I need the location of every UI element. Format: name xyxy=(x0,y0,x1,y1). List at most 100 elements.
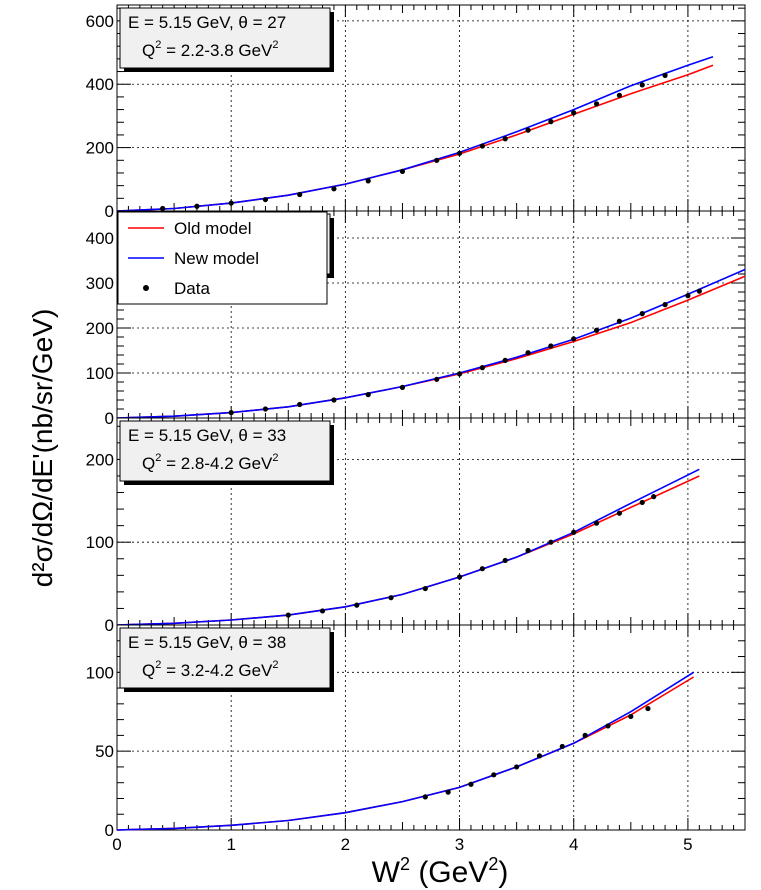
data-point xyxy=(662,72,668,78)
data-point xyxy=(194,203,200,209)
data-point xyxy=(262,196,269,203)
data-point xyxy=(514,764,520,770)
data-point xyxy=(456,371,463,377)
data-point xyxy=(479,365,485,371)
data-point xyxy=(645,705,651,712)
data-point xyxy=(297,401,303,408)
data-point xyxy=(445,789,451,795)
data-point xyxy=(616,510,623,516)
new-model-curve xyxy=(116,55,714,212)
y-tick-label: 200 xyxy=(86,450,114,469)
panel-3: 0 100 200 E = 5.15 GeV, θ = 33 Q2 = 2.8-4.2 … xyxy=(86,417,746,635)
data-point xyxy=(696,288,702,294)
y-tick-label: 100 xyxy=(86,533,114,552)
legend-label-old-model: Old model xyxy=(174,219,251,238)
y-axis-title: d²σ/dΩ/dE'(nb/sr/GeV) xyxy=(27,309,58,588)
data-point xyxy=(399,168,406,174)
data-point xyxy=(228,200,234,206)
data-point xyxy=(285,612,291,618)
data-point xyxy=(456,574,463,580)
new-model-curve xyxy=(116,468,700,626)
data-point xyxy=(502,357,508,363)
panel-4: 0 50 100 0 1 2 3 4 5 E = 5.15 GeV, θ = 38 Q2 = 3.2… xyxy=(86,624,746,854)
y-tick-label: 100 xyxy=(86,364,114,383)
data-point xyxy=(502,136,508,142)
data-point xyxy=(628,713,634,720)
data-point xyxy=(571,336,577,342)
data-point xyxy=(616,318,623,324)
y-tick-label: 300 xyxy=(86,274,114,293)
data-point xyxy=(571,529,577,535)
x-tick-label: 3 xyxy=(455,835,464,854)
y-tick-label: 200 xyxy=(86,319,114,338)
new-model-curve xyxy=(116,671,695,831)
data-point xyxy=(639,82,645,88)
x-tick-label: 0 xyxy=(112,835,121,854)
data-point xyxy=(228,410,234,416)
data-point xyxy=(434,157,440,163)
data-point xyxy=(491,772,497,778)
data-point xyxy=(388,595,394,601)
data-point xyxy=(685,293,691,299)
y-tick-label: 0 xyxy=(105,616,114,635)
data-point xyxy=(662,302,668,308)
label-box xyxy=(119,7,331,69)
y-tick-label: 0 xyxy=(105,202,114,221)
y-tick-label: 100 xyxy=(86,663,114,682)
data-point xyxy=(525,547,531,554)
data-point xyxy=(331,397,337,403)
y-tick-label: 0 xyxy=(105,821,114,840)
data-point xyxy=(354,602,360,608)
kinematics-label: E = 5.15 GeV, θ = 38 xyxy=(128,633,286,652)
data-point xyxy=(616,92,623,98)
x-tick-label: 2 xyxy=(341,835,350,854)
x-axis-title: W2 (GeV2) xyxy=(372,854,509,889)
y-tick-label: 600 xyxy=(86,12,114,31)
kinematics-label: E = 5.15 GeV, θ = 33 xyxy=(128,426,286,445)
label-box xyxy=(119,627,331,689)
q2-range-label: Q2 = 3.2-4.2 GeV2 xyxy=(142,659,279,680)
data-point xyxy=(593,327,600,333)
data-point xyxy=(651,494,657,500)
legend: Old model New model Data xyxy=(117,211,328,305)
data-point xyxy=(399,384,406,390)
data-point xyxy=(593,101,600,107)
y-tick-label: 200 xyxy=(86,139,114,158)
data-point xyxy=(559,743,565,750)
data-point xyxy=(605,723,611,729)
data-point xyxy=(434,376,440,382)
x-tick-label: 1 xyxy=(226,835,235,854)
data-point xyxy=(479,566,485,572)
data-point xyxy=(160,205,166,212)
data-point xyxy=(319,608,326,614)
data-point xyxy=(571,110,577,116)
data-point xyxy=(422,794,428,800)
data-point xyxy=(548,343,554,349)
q2-range-label: Q2 = 2.8-4.2 GeV2 xyxy=(142,452,279,473)
y-tick-label: 400 xyxy=(86,229,114,248)
y-tick-label: 400 xyxy=(86,75,114,94)
y-tick-label: 0 xyxy=(105,409,114,428)
data-point xyxy=(365,178,371,184)
data-point xyxy=(331,186,337,192)
data-point xyxy=(525,127,531,133)
data-point xyxy=(297,191,303,198)
data-point xyxy=(422,585,428,592)
data-point xyxy=(456,150,463,156)
data-point xyxy=(548,539,554,545)
legend-label-data: Data xyxy=(174,279,210,298)
data-point xyxy=(593,520,600,526)
data-point xyxy=(262,406,269,412)
data-point xyxy=(639,499,645,506)
x-tick-label: 4 xyxy=(569,835,578,854)
legend-label-new-model: New model xyxy=(174,249,259,268)
data-point xyxy=(536,753,543,759)
panel-1: 0 200 400 600 E = 5.15 GeV, θ = 27 Q2 = 2.2-3… xyxy=(86,4,746,221)
data-point xyxy=(468,781,474,787)
data-point xyxy=(502,557,508,564)
q2-range-label: Q2 = 2.2-3.8 GeV2 xyxy=(142,39,279,60)
x-tick-label: 5 xyxy=(683,835,692,854)
label-box xyxy=(119,420,331,482)
legend-swatch-data xyxy=(143,285,149,291)
